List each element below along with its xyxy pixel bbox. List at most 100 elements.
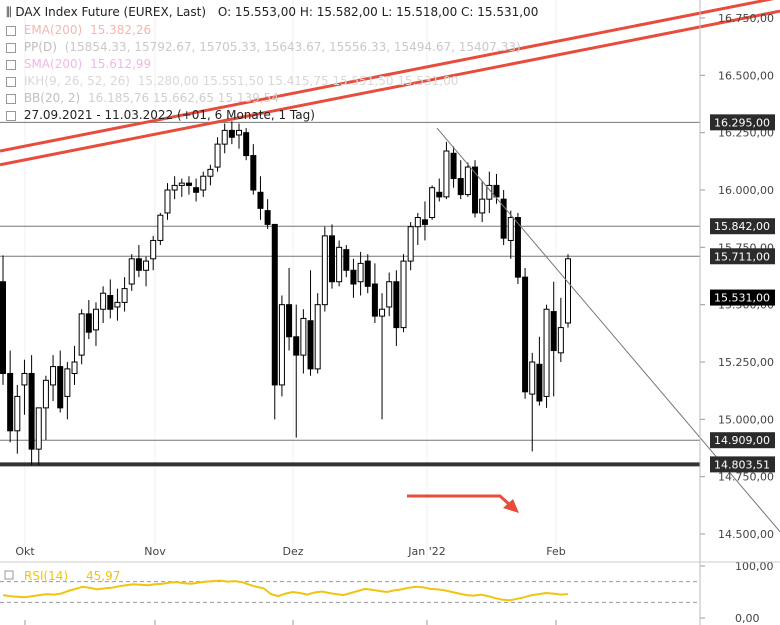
- candle-body-down: [57, 366, 64, 409]
- level-label-bg: [710, 432, 775, 449]
- candle-body-up: [565, 258, 571, 324]
- candle-body-up: [178, 182, 185, 186]
- checkbox-icon[interactable]: [6, 25, 16, 36]
- candle: [135, 245, 142, 278]
- checkbox-icon[interactable]: [6, 42, 16, 53]
- legend-ema[interactable]: EMA(200) 15.382,26: [6, 23, 151, 37]
- candle: [500, 190, 507, 246]
- y-tick-label: 15.250,00: [718, 356, 774, 369]
- legend-bollinger[interactable]: BB(20, 2) 16.185,76 15.662,65 15.139,54: [6, 91, 279, 105]
- candle-body-down: [257, 191, 264, 209]
- candle-body-down: [550, 311, 557, 352]
- candle: [250, 144, 257, 195]
- candle-body-down: [0, 281, 6, 374]
- candle: [379, 293, 386, 420]
- candle: [436, 178, 443, 202]
- candle-body-down: [293, 336, 300, 356]
- candle: [185, 176, 192, 195]
- candle-body-down: [135, 258, 142, 271]
- candle-body-up: [529, 361, 536, 395]
- candle-body-up: [386, 281, 393, 308]
- candle: [414, 212, 421, 246]
- candle: [207, 164, 214, 186]
- candle: [479, 180, 486, 223]
- candle-body-down: [436, 191, 443, 198]
- candle-body-down: [271, 223, 278, 386]
- y-tick-label: 14.500,00: [718, 528, 774, 541]
- candle-body-down: [514, 217, 521, 278]
- candle: [565, 254, 571, 328]
- candle: [164, 183, 171, 220]
- rsi-value: 45,97: [86, 569, 120, 583]
- candle-body-down: [343, 249, 350, 271]
- arrow-shaft: [407, 494, 512, 507]
- level-label: 14.909,00: [714, 434, 770, 447]
- candle: [28, 355, 35, 466]
- candle-body-down: [364, 260, 371, 287]
- candle-body-down: [264, 210, 271, 225]
- checkbox-icon[interactable]: [6, 93, 16, 104]
- arrow-head: [503, 499, 519, 513]
- level-label-bg: [710, 456, 775, 473]
- candle-body-down: [393, 281, 400, 329]
- candle: [328, 224, 335, 289]
- candle: [464, 162, 471, 197]
- candle-body-up: [407, 226, 414, 262]
- candle-body-up: [121, 288, 128, 303]
- level-label-bg: [710, 248, 775, 265]
- candle: [121, 277, 128, 312]
- candle-body-up: [278, 304, 285, 386]
- rsi-checkbox-icon: [4, 570, 14, 580]
- candle: [357, 251, 364, 296]
- candle-body-down: [371, 283, 378, 317]
- candle-body-up: [336, 246, 343, 283]
- candle-body-up: [400, 260, 407, 329]
- level-label-bg: [710, 218, 775, 235]
- y-tick-label: 15.000,00: [718, 413, 774, 426]
- last-price-bg: [710, 289, 775, 306]
- candle: [221, 123, 228, 154]
- candle-body-down: [193, 187, 200, 193]
- level-label: 15.711,00: [714, 250, 770, 263]
- candle-body-up: [100, 292, 107, 310]
- candle: [42, 375, 49, 440]
- checkbox-icon[interactable]: [6, 76, 16, 87]
- candle: [78, 309, 85, 365]
- candle: [278, 295, 285, 397]
- checkbox-icon[interactable]: [6, 59, 16, 70]
- candle-body-up: [42, 379, 49, 409]
- candle: [57, 350, 64, 413]
- candle-body-up: [221, 129, 228, 145]
- candle: [7, 350, 14, 443]
- y-tick-label: 16.750,00: [718, 12, 774, 25]
- rsi-panel: 100,00 0,00 RSI(14) 45,97: [0, 560, 774, 625]
- candle-body-up: [64, 368, 71, 397]
- candle-body-down: [185, 182, 192, 186]
- candle: [514, 212, 521, 285]
- candle: [350, 258, 357, 298]
- candle: [257, 176, 264, 220]
- candle: [14, 384, 21, 454]
- candle-body-down: [7, 372, 14, 432]
- candle: [293, 304, 300, 438]
- candle: [536, 336, 543, 406]
- candle: [543, 304, 550, 408]
- legend-pivot[interactable]: PP(D) (15854.33, 15792.67, 15705.33, 156…: [6, 40, 521, 54]
- candle: [243, 128, 250, 161]
- candle-body-up: [171, 184, 178, 191]
- candle: [271, 223, 278, 420]
- checkbox-icon[interactable]: [6, 110, 16, 121]
- legend-sma[interactable]: SMA(200) 15.612,99: [6, 57, 151, 71]
- candle: [371, 263, 378, 324]
- candle: [472, 160, 479, 218]
- candle-body-up: [357, 262, 364, 283]
- y-tick-label: 16.000,00: [718, 184, 774, 197]
- pp-value: (15854.33, 15792.67, 15705.33, 15643.67,…: [64, 40, 521, 54]
- candle-body-up: [464, 166, 471, 196]
- candle-body-up: [429, 187, 436, 219]
- trend-channel: [0, 0, 780, 167]
- candle-body-down: [457, 178, 464, 196]
- legend-ichimoku[interactable]: IKH(9, 26, 52, 26) 15.280,00 15.551,50 1…: [6, 74, 458, 88]
- candle: [171, 176, 178, 200]
- rsi-tick-label: 100,00: [735, 560, 774, 573]
